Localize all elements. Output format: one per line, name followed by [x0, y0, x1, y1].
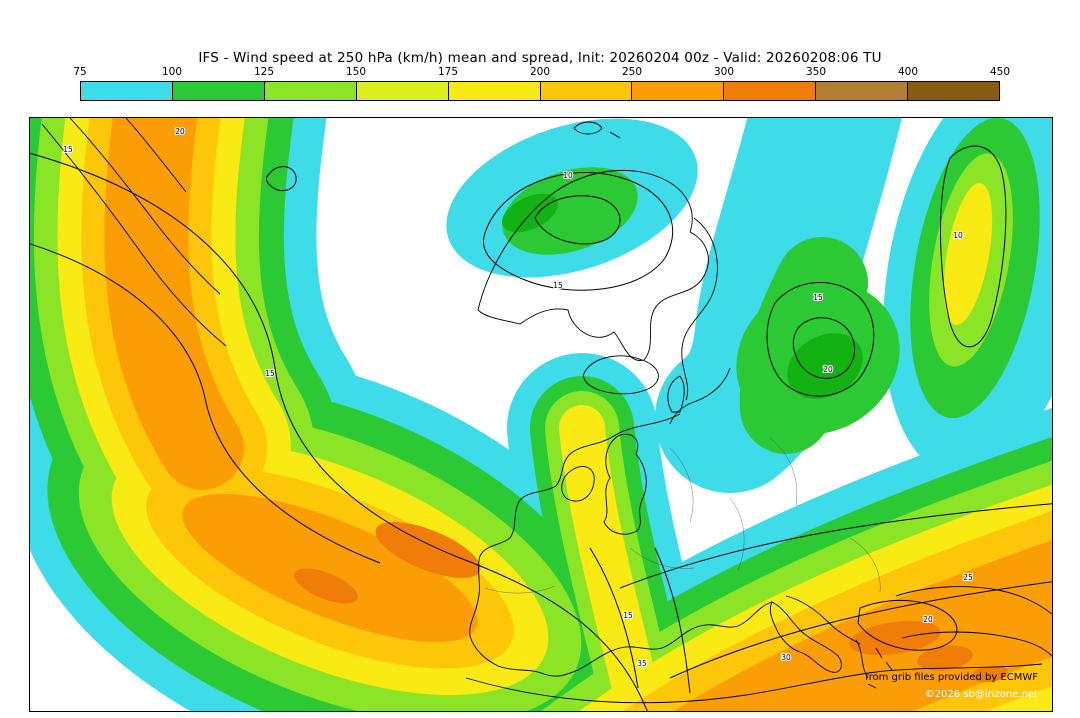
colorbar-segment — [171, 82, 264, 100]
contour-label: 15 — [623, 611, 633, 620]
chart-title: IFS - Wind speed at 250 hPa (km/h) mean … — [198, 50, 882, 66]
credit-ecmwf: from grib files provided by ECMWF — [865, 672, 1038, 683]
wind-region — [673, 540, 1052, 711]
colorbar-segment — [907, 82, 1000, 100]
coastlines — [41, 118, 1052, 704]
wind-region — [182, 493, 478, 643]
colorbar-segment — [447, 82, 540, 100]
wind-region-dark-green — [787, 333, 863, 399]
colorbar-tick-label: 150 — [345, 66, 367, 78]
contour-label: 20 — [175, 127, 185, 136]
map-canvas: 15 20 15 10 15 15 20 10 15 35 30 20 25 f… — [29, 117, 1053, 712]
contour-lines — [30, 145, 1052, 711]
contour-label: 35 — [637, 659, 647, 668]
wind-region — [294, 568, 358, 604]
colorbar-tick-label: 450 — [989, 66, 1011, 78]
colorbar-tick-label: 125 — [253, 66, 275, 78]
contour-label: 25 — [963, 573, 973, 582]
wind-map-svg: 15 20 15 10 15 15 20 10 15 35 30 20 25 f… — [30, 118, 1052, 711]
colorbar-tick-label: 350 — [805, 66, 827, 78]
wind-region — [739, 237, 868, 454]
contour-label: 15 — [813, 293, 823, 302]
wind-region-dark-green — [501, 193, 559, 233]
colorbar-tick-label: 100 — [161, 66, 183, 78]
colorbar-tick-label: 300 — [713, 66, 735, 78]
colorbar-segment — [355, 82, 448, 100]
wind-region — [849, 620, 941, 656]
colorbar-segment — [631, 82, 724, 100]
contour-label: 30 — [781, 653, 791, 662]
wind-region — [502, 167, 638, 255]
wind-region — [917, 645, 973, 671]
colorbar-tick-label: 400 — [897, 66, 919, 78]
contour-label: 10 — [953, 231, 963, 240]
contour-label: 10 — [563, 171, 573, 180]
colorbar-tick-label: 200 — [529, 66, 551, 78]
wind-region — [104, 118, 244, 490]
colorbar-segment — [815, 82, 908, 100]
wind-regions-orange — [104, 118, 1052, 711]
colorbar: 75 100 125 150 175 200 250 300 350 400 450 — [73, 66, 1010, 101]
colorbar-segments — [80, 81, 1000, 101]
contour-label-group: 15 20 15 10 15 15 20 10 15 35 30 20 25 — [62, 126, 974, 669]
colorbar-segment — [723, 82, 816, 100]
wind-region — [972, 665, 1008, 683]
wind-region — [943, 183, 993, 325]
colorbar-tick-label: 75 — [73, 66, 87, 78]
colorbar-tick-label: 175 — [437, 66, 459, 78]
colorbar-segment — [263, 82, 356, 100]
credit-copyright: ©2026 sb@irizone.net — [925, 689, 1038, 700]
colorbar-ticks: 75 100 125 150 175 200 250 300 350 400 450 — [73, 66, 1010, 81]
contour-label: 15 — [265, 369, 275, 378]
colorbar-segment — [539, 82, 632, 100]
contour-label: 15 — [553, 281, 563, 290]
wind-regions-deep-orange — [294, 522, 1008, 683]
contour-label: 20 — [923, 615, 933, 624]
colorbar-tick-label: 250 — [621, 66, 643, 78]
colorbar-segment — [81, 82, 172, 100]
contour-label: 20 — [823, 365, 833, 374]
wind-region — [375, 522, 481, 578]
contour-label: 15 — [63, 145, 73, 154]
